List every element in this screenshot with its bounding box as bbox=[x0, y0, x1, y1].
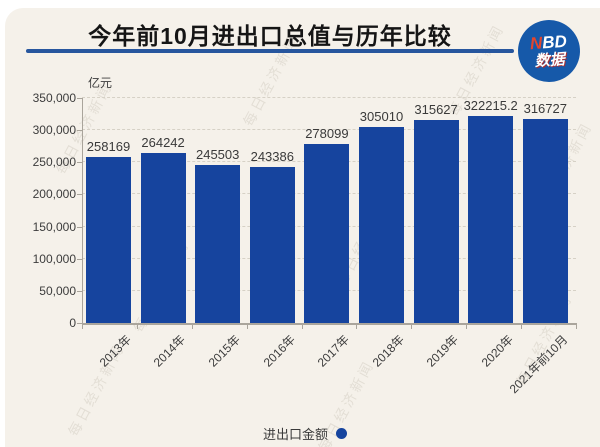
bar-2018年 bbox=[359, 127, 404, 323]
x-axis-tick bbox=[246, 325, 248, 329]
plot-area: 258169 264242 245503 243386 278099 305010 3156… bbox=[82, 97, 576, 323]
y-axis-tick-label: 100,000 bbox=[32, 251, 76, 266]
bar-value-label: 278099 bbox=[305, 126, 349, 141]
bar-chart: 亿元 0 50,000 100,000 150,000 200,000 250,000 30… bbox=[5, 8, 600, 447]
bar-value-label: 315627 bbox=[414, 102, 458, 117]
bar-2021年前10月 bbox=[522, 119, 568, 323]
legend-marker-dot bbox=[336, 427, 347, 439]
bar-value-label: 245503 bbox=[195, 147, 240, 162]
x-axis-label: 2020年 bbox=[478, 332, 517, 370]
x-axis-tick bbox=[301, 325, 303, 329]
y-axis-tick bbox=[77, 130, 82, 132]
bar-2013年 bbox=[86, 157, 131, 323]
bar-2015年 bbox=[195, 165, 241, 323]
x-axis-label: 2015年 bbox=[205, 332, 244, 370]
bar-value-label: 264242 bbox=[141, 135, 185, 150]
x-axis-label: 2017年 bbox=[314, 332, 353, 370]
y-axis-tick bbox=[77, 290, 82, 292]
y-axis-tick-label: 250,000 bbox=[32, 155, 76, 170]
y-axis-tick-label: 50,000 bbox=[39, 283, 76, 298]
bar-value-label: 258169 bbox=[86, 139, 131, 154]
bar-value-label: 322215.2 bbox=[463, 98, 518, 113]
x-axis-label: 2014年 bbox=[151, 332, 189, 370]
x-axis-tick bbox=[82, 325, 83, 329]
y-axis-tick-label: 150,000 bbox=[32, 219, 76, 234]
bar-value-label: 243386 bbox=[250, 149, 294, 164]
bar-2017年 bbox=[304, 144, 350, 323]
y-axis-tick-label: 200,000 bbox=[32, 187, 76, 202]
y-axis-tick bbox=[77, 98, 82, 99]
bar-2019年 bbox=[413, 120, 459, 323]
x-axis-label: 2016年 bbox=[260, 332, 298, 370]
gridline bbox=[82, 97, 576, 98]
x-axis-tick bbox=[466, 325, 468, 329]
y-axis-tick-label: 350,000 bbox=[32, 91, 76, 105]
bar-value-label: 316727 bbox=[523, 101, 567, 116]
x-axis-line bbox=[82, 323, 577, 325]
y-axis-unit-label: 亿元 bbox=[88, 76, 113, 90]
x-axis-label: 2018年 bbox=[369, 332, 407, 370]
y-axis-line bbox=[82, 98, 83, 324]
x-axis-tick bbox=[411, 325, 413, 329]
y-axis-tick bbox=[77, 194, 82, 196]
x-axis-tick bbox=[576, 325, 577, 329]
legend: 进出口金额 bbox=[5, 423, 600, 443]
x-axis-tick bbox=[136, 325, 138, 329]
gridline bbox=[82, 129, 576, 131]
x-axis-tick bbox=[191, 325, 193, 329]
page-title: 今年前10月进出口总值与历年比较 bbox=[88, 23, 452, 49]
y-axis-tick bbox=[77, 258, 82, 260]
x-axis-tick bbox=[521, 325, 523, 329]
y-axis-tick bbox=[77, 226, 82, 228]
y-axis-tick-label: 300,000 bbox=[32, 123, 76, 138]
chart-card-background: 每日经济新闻 每日经济新闻 每日经济新闻 每日经济新闻 每日经济新闻 每日经济新… bbox=[5, 8, 600, 447]
y-axis-tick bbox=[77, 323, 82, 324]
legend-label: 进出口金额 bbox=[262, 426, 328, 442]
x-axis-label: 2013年 bbox=[96, 332, 134, 370]
bar-2020年 bbox=[468, 116, 514, 323]
x-axis-label: 2019年 bbox=[424, 332, 462, 370]
title-underline bbox=[26, 49, 514, 53]
y-axis-tick bbox=[77, 162, 82, 164]
bar-2014年 bbox=[140, 153, 186, 323]
x-axis-tick bbox=[356, 325, 358, 329]
y-axis-tick-label: 0 bbox=[69, 316, 76, 330]
bar-2016年 bbox=[249, 167, 295, 323]
bar-value-label: 305010 bbox=[359, 109, 404, 124]
